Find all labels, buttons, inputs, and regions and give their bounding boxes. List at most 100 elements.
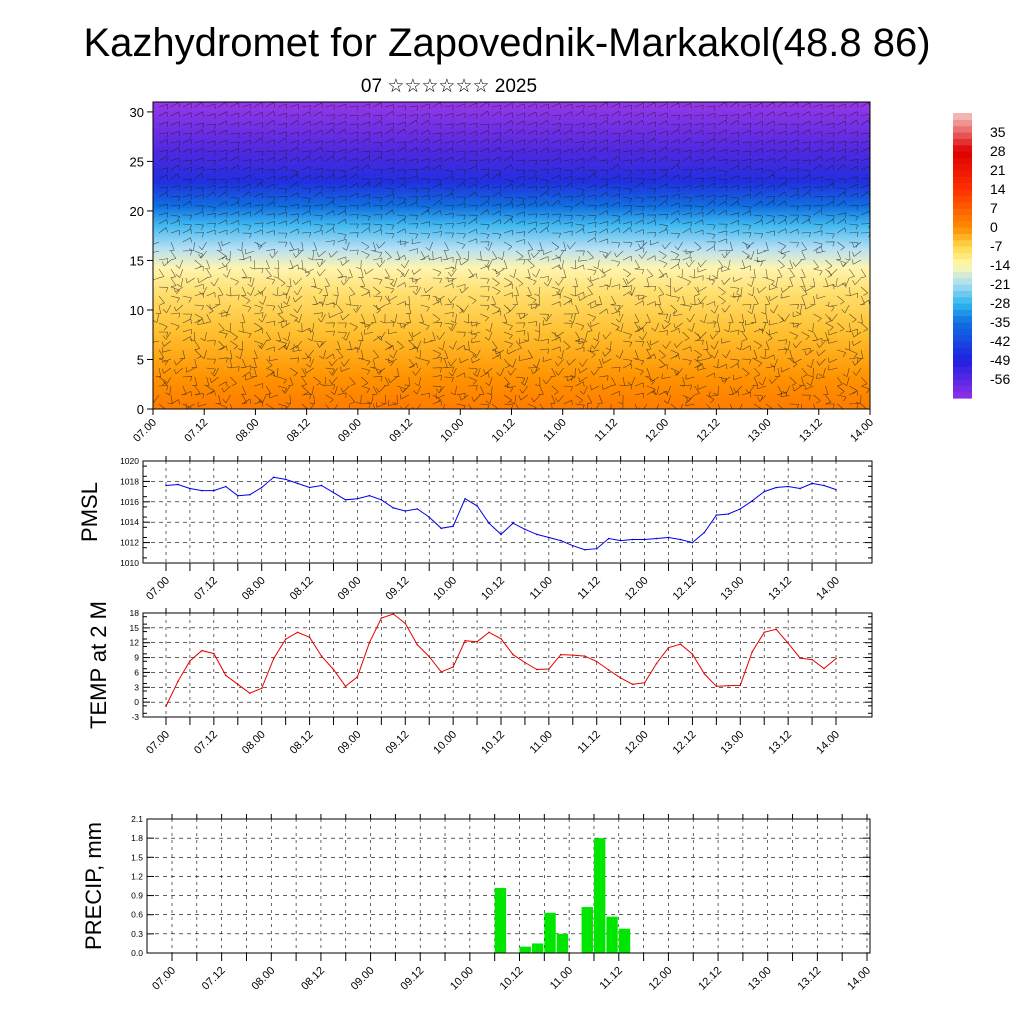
x-tick-label: 07.00: [150, 965, 178, 993]
precip-bar: [531, 943, 544, 953]
temp-point: [356, 676, 359, 678]
temp-point: [631, 683, 634, 686]
x-tick-label: 14.00: [814, 729, 842, 757]
temp-point: [308, 636, 311, 639]
x-tick-label: 10.12: [479, 575, 507, 603]
vertical-section-panel: 0 5 10 15 20 25 30 07.00 07.12 08.00 08.12 09.00 09…: [130, 101, 876, 445]
x-tick-label: 07.12: [200, 965, 228, 993]
colorbar-band: [953, 227, 972, 234]
x-tick-label: 10.00: [431, 729, 459, 757]
colorbar-band: [953, 379, 972, 386]
x-tick-label: 09.00: [336, 575, 364, 603]
pmsl-point: [440, 527, 442, 530]
temp-point: [775, 628, 777, 631]
x-tick-label: 07.12: [182, 417, 210, 445]
pmsl-point: [595, 547, 598, 550]
colorbar-label: -42: [990, 333, 1010, 349]
x-tick-label: 11.12: [593, 417, 620, 444]
pmsl-point: [260, 486, 263, 489]
x-tick-label: 08.00: [240, 575, 268, 603]
precip-panel: 0.0 0.3 0.6 0.9 1.2 1.5 1.8 2.1 07.00 07.12 08.00 0…: [81, 814, 873, 993]
axes: -3 0 3 6 9 12 15 18 07.00 07.12 08.00 08.12 09.00 09.…: [130, 608, 872, 757]
temp-point: [548, 668, 550, 670]
x-tick-label: 11.00: [548, 965, 575, 992]
colorbar-band: [953, 334, 972, 342]
colorbar-label: -56: [990, 371, 1010, 387]
colorbar-band: [953, 341, 972, 348]
temp-point: [260, 687, 263, 690]
x-tick-label: 08.00: [240, 729, 268, 757]
y-tick-label: 20: [130, 204, 144, 219]
colorbar-band: [953, 391, 972, 399]
temp-point: [679, 643, 682, 645]
pmsl-point: [655, 537, 658, 540]
temp-point: [691, 653, 694, 655]
x-tick-label: 12.00: [643, 417, 671, 445]
temp-point: [763, 631, 766, 634]
pmsl-point: [308, 486, 311, 489]
x-tick-label: 09.12: [398, 965, 426, 993]
pmsl-point: [344, 498, 347, 501]
x-tick-label: 10.12: [498, 965, 526, 993]
pmsl-point: [715, 514, 718, 516]
precip-bar: [606, 916, 618, 953]
pmsl-point: [643, 538, 646, 541]
x-tick-label: 09.12: [383, 575, 411, 603]
x-tick-label: 13.12: [797, 417, 825, 445]
colorbar-band: [953, 163, 972, 171]
pmsl-point: [332, 491, 335, 494]
pmsl-point: [380, 498, 383, 501]
x-tick-label: 11.00: [541, 417, 568, 444]
x-tick-label: 14.00: [848, 417, 876, 445]
colorbar-label: 35: [990, 124, 1006, 140]
temp-point: [272, 657, 275, 660]
x-tick-label: 08.12: [288, 575, 316, 603]
pmsl-point: [536, 533, 538, 536]
y-tick-label: -3: [131, 712, 139, 722]
chart-subtitle: 07 ☆☆☆☆☆☆ 2025: [361, 76, 537, 97]
y-tick-label: 0.6: [131, 910, 143, 920]
colorbar-band: [953, 366, 972, 374]
x-tick-label: 12.00: [623, 729, 651, 757]
x-tick-label: 11.00: [528, 729, 555, 756]
pmsl-point: [835, 488, 837, 491]
pmsl-point: [512, 522, 514, 525]
colorbar-band: [953, 271, 972, 279]
pmsl-point: [404, 510, 407, 512]
colorbar-band: [953, 220, 972, 228]
plot-frame: [146, 818, 871, 954]
colorbar-band: [953, 277, 972, 285]
pmsl-point: [727, 513, 730, 515]
y-tick-label: 1012: [120, 538, 139, 548]
precip-bar: [519, 946, 531, 953]
temp-point: [236, 683, 239, 686]
temp-point: [165, 705, 167, 707]
temp-point: [727, 685, 730, 687]
temp-point: [320, 655, 323, 657]
pmsl-point: [320, 484, 323, 487]
pmsl-point: [488, 522, 490, 525]
pmsl-point: [476, 505, 478, 507]
x-tick-label: 08.00: [249, 965, 277, 993]
colorbar-band: [953, 296, 972, 304]
y-tick-label: 1014: [120, 517, 139, 527]
precip-bar: [556, 933, 569, 953]
y-tick-label: 12: [130, 638, 140, 648]
x-tick-label: 14.00: [814, 575, 842, 603]
y-tick-label: 9: [134, 653, 139, 663]
temp-point: [344, 685, 347, 688]
y-tick-label: 1.8: [131, 833, 143, 843]
grid: [143, 613, 872, 717]
temp-point: [177, 680, 179, 683]
colorbar-band: [953, 290, 972, 298]
colorbar-label: -35: [990, 314, 1010, 330]
colorbar-band: [953, 157, 972, 165]
colorbar-band: [953, 303, 972, 310]
y-tick-label: 15: [130, 253, 144, 268]
pmsl-point: [236, 494, 239, 497]
y-tick-label: 30: [130, 105, 144, 120]
colorbar-band: [953, 385, 972, 393]
pmsl-point: [428, 516, 431, 518]
x-tick-label: 12.12: [671, 575, 699, 603]
temp-point: [583, 655, 586, 657]
